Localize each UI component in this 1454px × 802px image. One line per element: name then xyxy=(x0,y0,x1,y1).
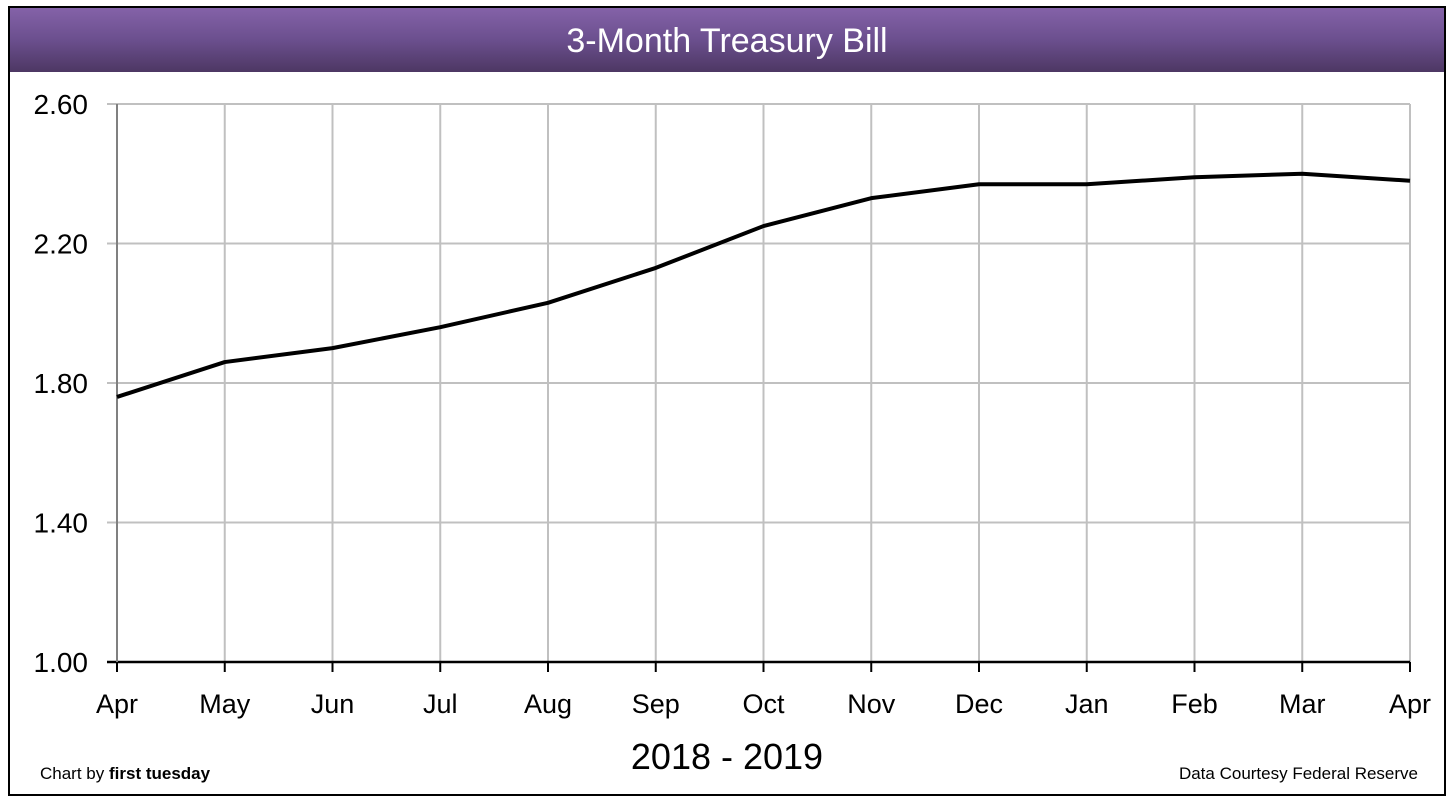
y-tick-label: 1.00 xyxy=(34,647,89,678)
x-tick-label: Jun xyxy=(311,689,355,719)
credit-brand: first tuesday xyxy=(108,764,211,783)
x-tick-label: Mar xyxy=(1279,689,1326,719)
x-tick-label: Nov xyxy=(847,689,896,719)
x-tick-label: Oct xyxy=(742,689,785,719)
x-tick-label: May xyxy=(199,689,251,719)
data-series-line xyxy=(116,171,1411,399)
y-tick-label: 2.20 xyxy=(34,229,89,260)
x-tick-label: Sep xyxy=(632,689,680,719)
credit-prefix: Chart by xyxy=(40,764,109,783)
y-tick-label: 1.40 xyxy=(34,508,89,539)
y-tick-label: 1.80 xyxy=(34,368,89,399)
x-tick-label: Dec xyxy=(955,689,1003,719)
chart-frame: 3-Month Treasury Bill xyxy=(8,6,1446,796)
x-tick-label: Feb xyxy=(1171,689,1218,719)
x-tick-label: Apr xyxy=(96,689,138,719)
data-source: Data Courtesy Federal Reserve xyxy=(1178,764,1418,783)
x-tick-label: Jan xyxy=(1065,689,1109,719)
x-tick-label: Aug xyxy=(524,689,572,719)
chart-title: 3-Month Treasury Bill xyxy=(10,8,1444,72)
y-tick-label: 2.60 xyxy=(34,89,89,120)
x-axis-label: 2018 - 2019 xyxy=(630,736,824,777)
chart-credit: Chart by first tuesday xyxy=(40,764,210,784)
x-tick-label: Jul xyxy=(423,689,458,719)
x-tick-label: Apr xyxy=(1389,689,1431,719)
